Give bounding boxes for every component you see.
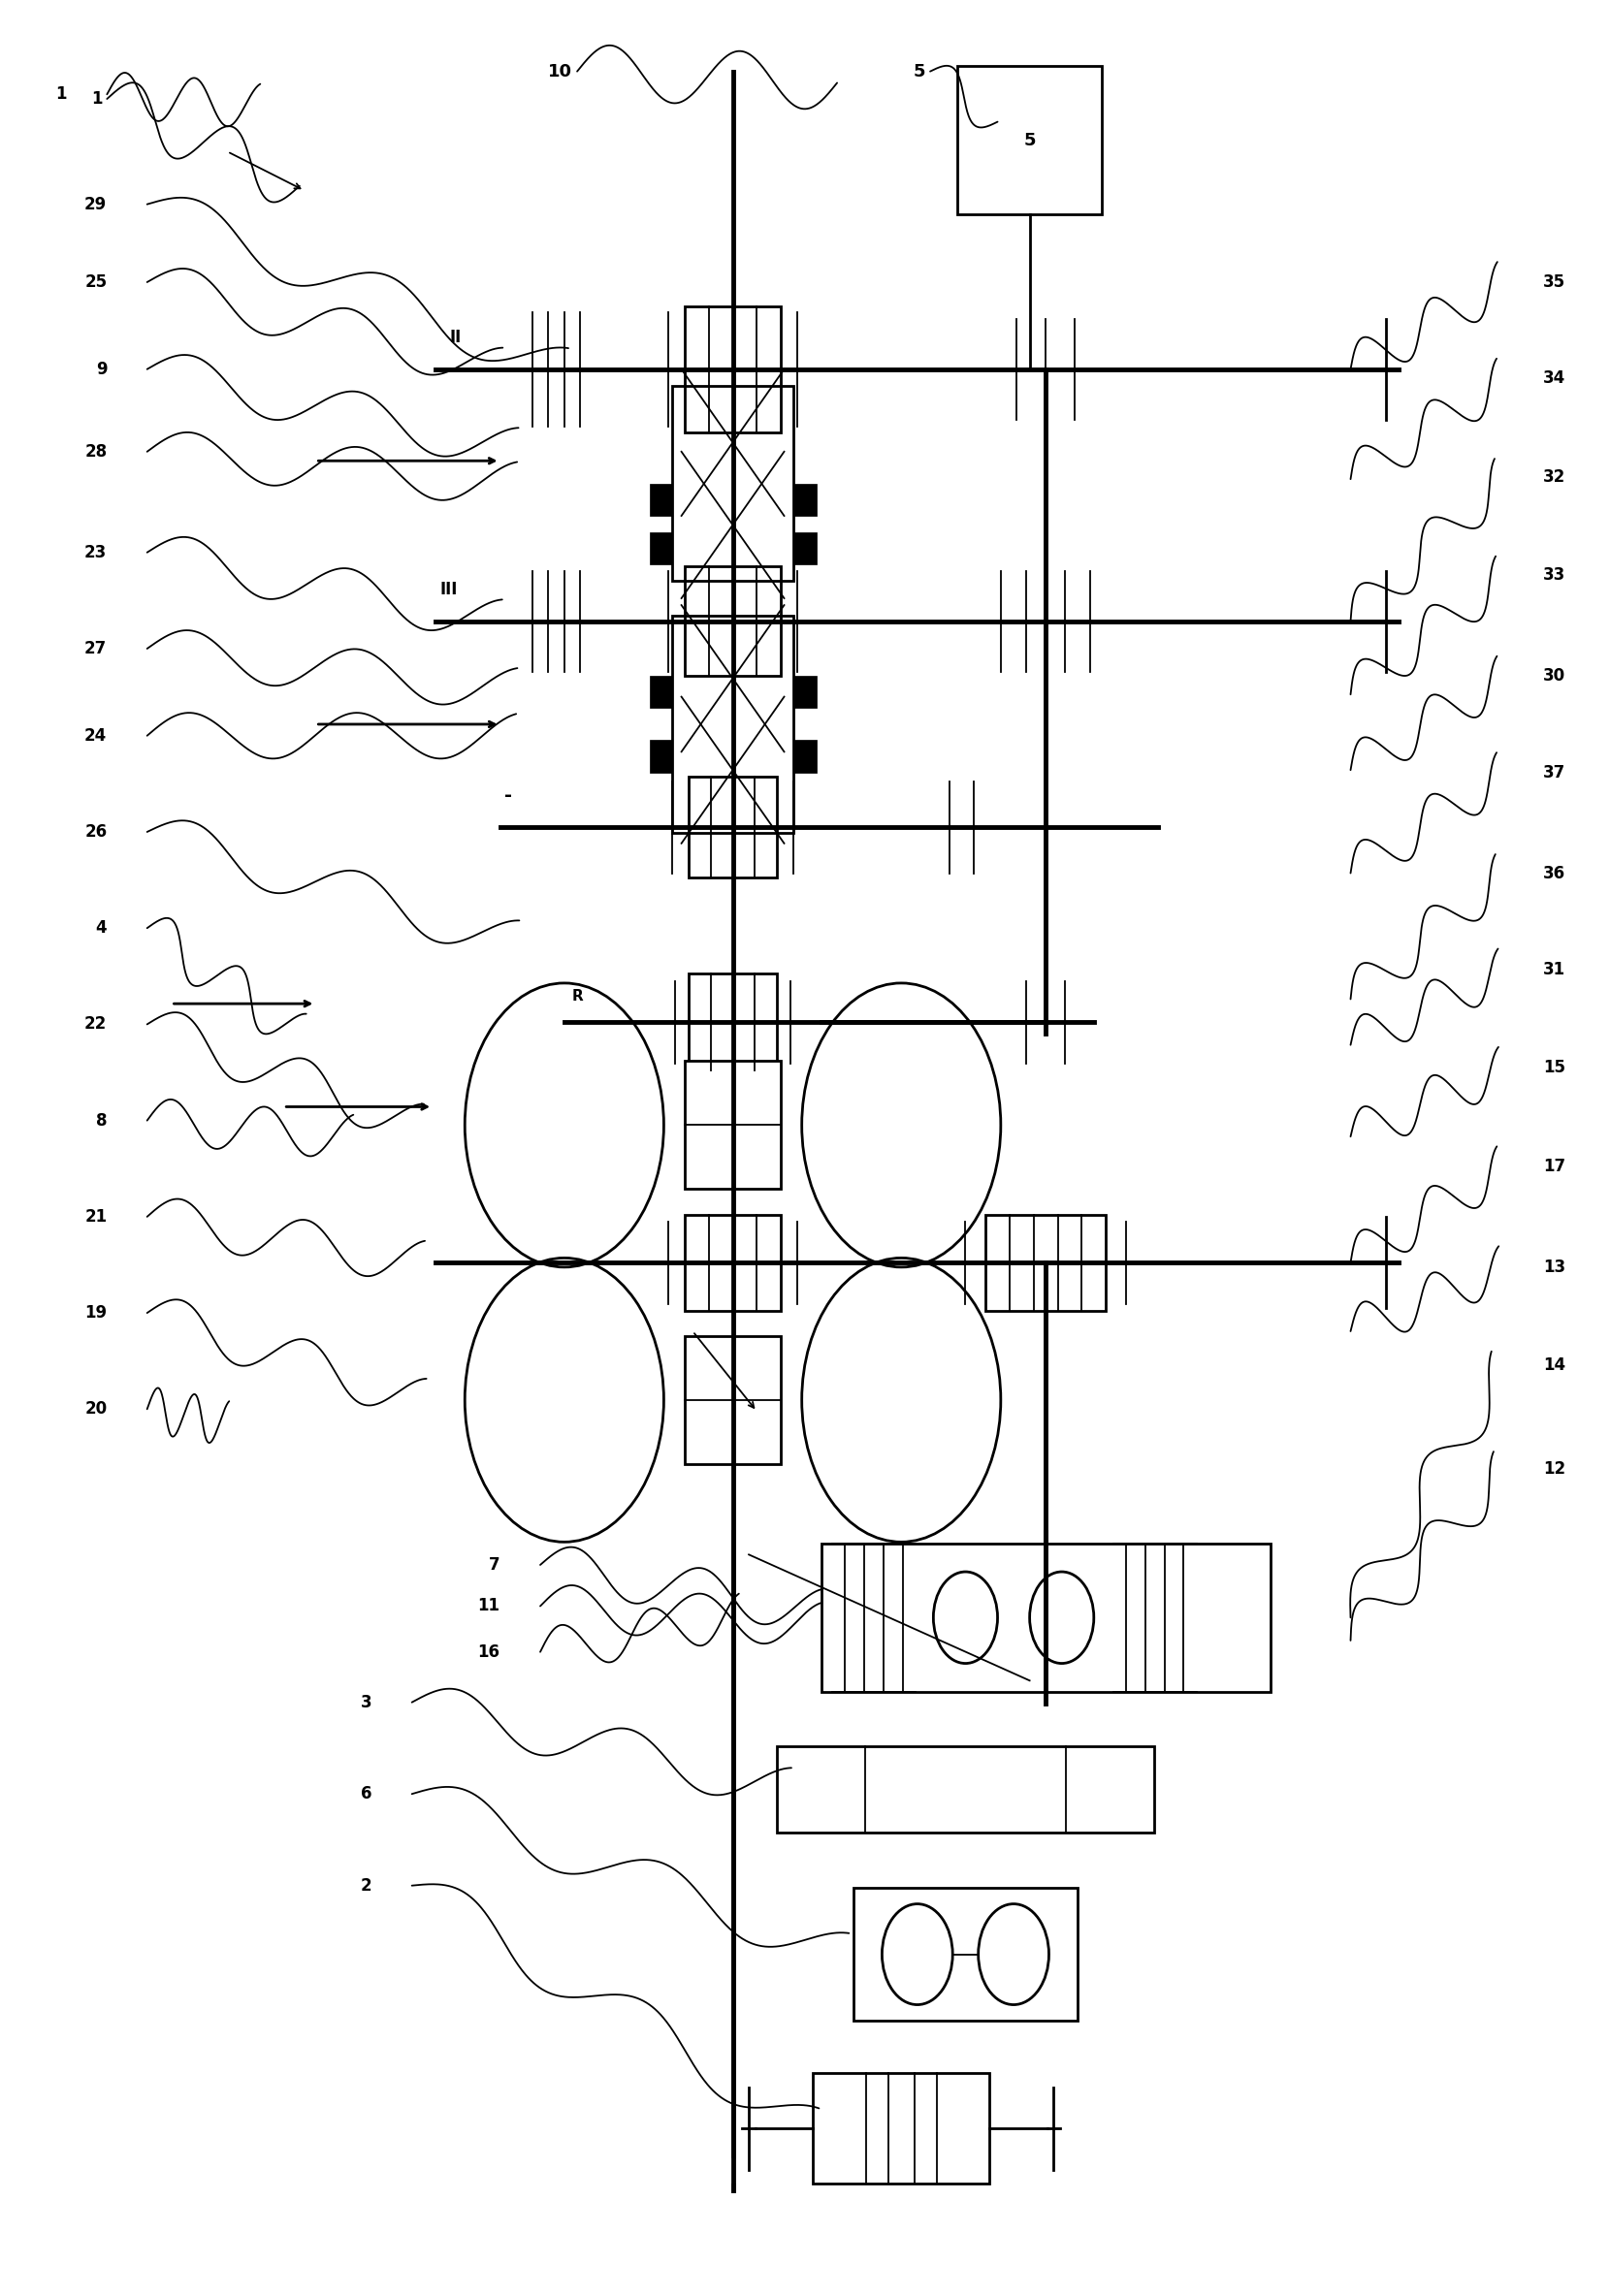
Text: 28: 28 — [85, 443, 106, 461]
Text: 6: 6 — [361, 1786, 372, 1802]
Text: 15: 15 — [1542, 1058, 1565, 1077]
Bar — [684, 1336, 781, 1465]
Text: 11: 11 — [478, 1598, 501, 1614]
Text: 19: 19 — [85, 1304, 106, 1322]
Bar — [821, 1543, 1270, 1692]
Bar — [649, 739, 671, 771]
Bar — [985, 1215, 1106, 1311]
Text: 16: 16 — [478, 1644, 501, 1660]
Text: 4: 4 — [95, 918, 106, 937]
Text: -: - — [504, 785, 512, 804]
Text: 31: 31 — [1542, 960, 1565, 978]
Bar — [778, 1745, 1154, 1832]
Text: 7: 7 — [489, 1557, 501, 1573]
Text: 21: 21 — [85, 1208, 106, 1226]
Text: 17: 17 — [1542, 1157, 1565, 1176]
Bar — [684, 567, 781, 675]
Bar — [649, 533, 671, 565]
Bar — [689, 776, 778, 877]
Text: 34: 34 — [1542, 370, 1565, 388]
Bar — [649, 484, 671, 517]
Text: 5: 5 — [913, 62, 926, 80]
Text: 13: 13 — [1542, 1258, 1565, 1277]
Bar — [649, 675, 671, 707]
Text: 27: 27 — [84, 641, 106, 657]
Text: III: III — [440, 581, 457, 599]
Text: 1: 1 — [56, 85, 68, 103]
Text: 22: 22 — [84, 1015, 106, 1033]
Text: 30: 30 — [1542, 668, 1565, 684]
Text: 25: 25 — [85, 273, 106, 292]
Text: 1: 1 — [92, 90, 101, 108]
Text: 10: 10 — [547, 62, 572, 80]
Text: 29: 29 — [84, 195, 106, 214]
Text: 35: 35 — [1542, 273, 1565, 292]
Text: 32: 32 — [1542, 468, 1565, 484]
Text: 36: 36 — [1542, 863, 1565, 882]
Text: 23: 23 — [84, 544, 106, 560]
Text: II: II — [449, 328, 460, 347]
Text: 20: 20 — [85, 1401, 106, 1419]
Text: 12: 12 — [1542, 1460, 1565, 1476]
Bar — [684, 305, 781, 432]
Bar — [794, 533, 816, 565]
Text: R: R — [572, 990, 583, 1003]
Bar — [794, 484, 816, 517]
Bar — [794, 739, 816, 771]
Text: 33: 33 — [1542, 567, 1565, 583]
Text: 2: 2 — [361, 1876, 372, 1894]
Bar — [794, 675, 816, 707]
Bar — [853, 1887, 1077, 2020]
Text: 14: 14 — [1542, 1357, 1565, 1375]
Text: 3: 3 — [361, 1694, 372, 1711]
Text: 26: 26 — [85, 824, 106, 840]
Bar — [958, 67, 1101, 214]
Bar — [671, 386, 794, 581]
Text: 37: 37 — [1542, 765, 1565, 781]
Bar — [671, 615, 794, 833]
Text: 24: 24 — [84, 728, 106, 744]
Text: 9: 9 — [95, 360, 106, 379]
Bar — [684, 1061, 781, 1189]
Bar — [684, 1215, 781, 1311]
Text: 5: 5 — [1024, 131, 1035, 149]
Text: 8: 8 — [97, 1111, 106, 1130]
Bar — [813, 2073, 990, 2183]
Bar — [689, 974, 778, 1070]
